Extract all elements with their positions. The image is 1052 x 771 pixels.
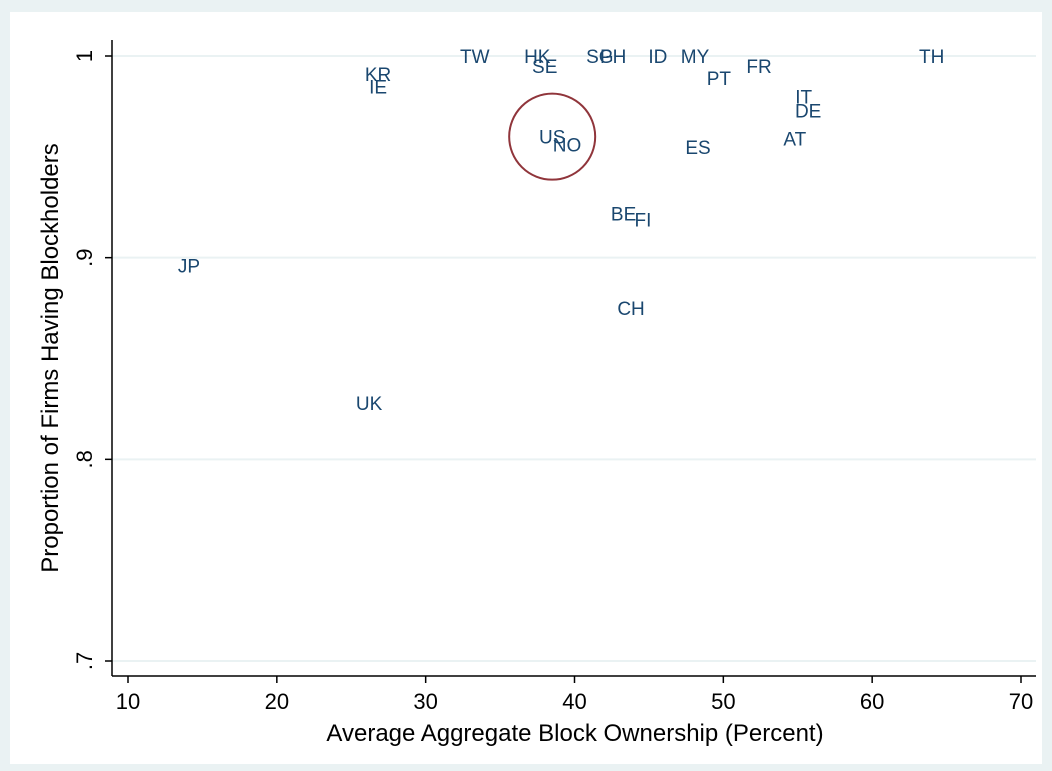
y-axis-title: Proportion of Firms Having Blockholders [37,143,64,573]
point-label-fr: FR [746,57,771,78]
point-label-be: BE [611,204,636,225]
point-label-kr: KR [365,65,391,86]
point-label-tw: TW [460,47,490,68]
x-tick-label: 30 [413,689,437,714]
y-tick-label: .8 [72,450,97,468]
point-label-uk: UK [356,394,383,415]
plot-background [10,12,1042,764]
grid-lines [112,55,1036,662]
y-tick-label: 1 [72,50,97,62]
point-label-ph: PH [600,47,626,68]
point-label-no: NO [553,136,582,157]
point-label-jp: JP [178,257,200,278]
x-tick-label: 70 [1009,689,1033,714]
x-tick-label: 20 [265,689,289,714]
y-tick-label: .9 [72,248,97,266]
point-label-fi: FI [635,210,652,231]
highlight-circle [508,92,597,181]
point-label-it: IT [795,87,812,108]
x-tick-label: 10 [116,689,140,714]
x-tick-label: 60 [860,689,884,714]
point-label-ch: CH [617,299,644,320]
point-label-th: TH [919,47,944,68]
x-axis-title: Average Aggregate Block Ownership (Perce… [326,720,823,747]
point-label-my: MY [681,47,710,68]
x-tick-label: 50 [711,689,735,714]
y-axis-ticks: .7 .8 .9 1 [72,50,112,670]
point-label-sg: SG [586,47,613,68]
point-label-at: AT [783,130,806,151]
point-label-pt: PT [707,69,732,90]
y-tick-label: .7 [72,652,97,670]
x-axis-ticks: 10 20 30 40 50 60 70 [116,676,1033,714]
point-label-es: ES [685,138,710,159]
point-label-us: US [539,128,565,149]
point-label-de: DE [795,101,821,122]
point-label-id: ID [648,47,667,68]
point-label-hk: HK [524,47,551,68]
point-label-ie: IE [369,77,387,98]
x-tick-label: 40 [562,689,586,714]
point-label-se: SE [532,57,557,78]
